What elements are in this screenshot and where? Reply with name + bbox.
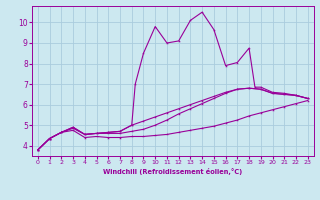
X-axis label: Windchill (Refroidissement éolien,°C): Windchill (Refroidissement éolien,°C)	[103, 168, 243, 175]
